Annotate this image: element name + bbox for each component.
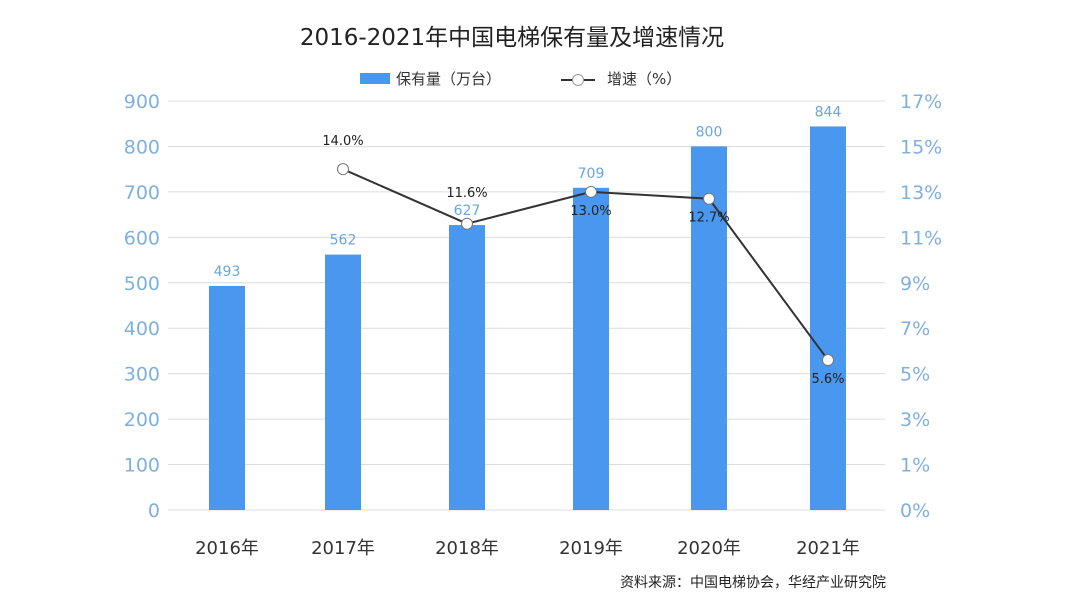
left-axis-tick: 400 <box>124 318 160 340</box>
growth-data-label: 11.6% <box>446 186 487 201</box>
growth-point <box>585 185 597 198</box>
x-axis-tick: 2016年 <box>195 538 259 559</box>
bar <box>449 225 485 510</box>
legend-line-swatch <box>561 73 596 86</box>
right-axis-tick: 15% <box>900 136 942 158</box>
bar-data-label: 709 <box>578 166 605 182</box>
legend-line-label: 增速（%） <box>607 70 682 88</box>
x-axis-tick: 2021年 <box>796 538 860 559</box>
source-note: 资料来源：中国电梯协会，华经产业研究院 <box>620 575 886 591</box>
growth-data-label: 14.0% <box>322 134 363 149</box>
left-axis-tick: 600 <box>124 227 160 249</box>
x-axis-tick: 2019年 <box>559 538 623 559</box>
growth-point <box>822 354 834 367</box>
bar-data-label: 493 <box>214 264 241 280</box>
right-axis-tick: 3% <box>900 409 930 431</box>
left-axis-tick: 300 <box>124 364 160 386</box>
bar <box>325 254 361 510</box>
bar-data-label: 627 <box>454 203 481 219</box>
bar <box>209 285 245 510</box>
right-axis-tick: 0% <box>900 500 930 522</box>
legend-bar-swatch <box>360 73 390 84</box>
bar-data-label: 562 <box>330 233 357 249</box>
x-axis-tick: 2017年 <box>311 538 375 559</box>
left-axis-tick: 200 <box>124 409 160 431</box>
right-axis-tick: 13% <box>900 182 942 204</box>
legend: 保有量（万台） 增速（%） <box>360 68 681 89</box>
right-axis-tick: 11% <box>900 227 942 249</box>
bar-data-label: 800 <box>696 124 723 140</box>
growth-point <box>461 217 473 230</box>
growth-point <box>337 163 349 176</box>
left-axis-tick: 900 <box>124 91 160 113</box>
left-axis-tick: 0 <box>148 500 160 522</box>
bar <box>810 126 846 511</box>
left-axis-tick: 800 <box>124 136 160 158</box>
chart-title: 2016-2021年中国电梯保有量及增速情况 <box>299 25 725 51</box>
right-axis-tick: 9% <box>900 273 930 295</box>
right-axis-tick: 17% <box>900 91 942 113</box>
x-axis-tick: 2018年 <box>435 538 499 559</box>
right-axis-tick: 1% <box>900 455 930 477</box>
bar-data-label: 844 <box>815 104 842 120</box>
right-axis-tick: 5% <box>900 364 930 386</box>
growth-data-label: 5.6% <box>811 372 844 387</box>
left-axis-tick: 100 <box>124 455 160 477</box>
bar <box>573 187 609 510</box>
left-axis-tick: 500 <box>124 273 160 295</box>
right-axis-tick: 7% <box>900 318 930 340</box>
left-axis-tick: 700 <box>124 182 160 204</box>
growth-data-label: 13.0% <box>570 204 611 219</box>
legend-bar-label: 保有量（万台） <box>396 70 502 88</box>
bar <box>691 146 727 510</box>
growth-data-label: 12.7% <box>688 211 729 226</box>
growth-point <box>703 192 715 205</box>
x-axis-tick: 2020年 <box>677 538 741 559</box>
